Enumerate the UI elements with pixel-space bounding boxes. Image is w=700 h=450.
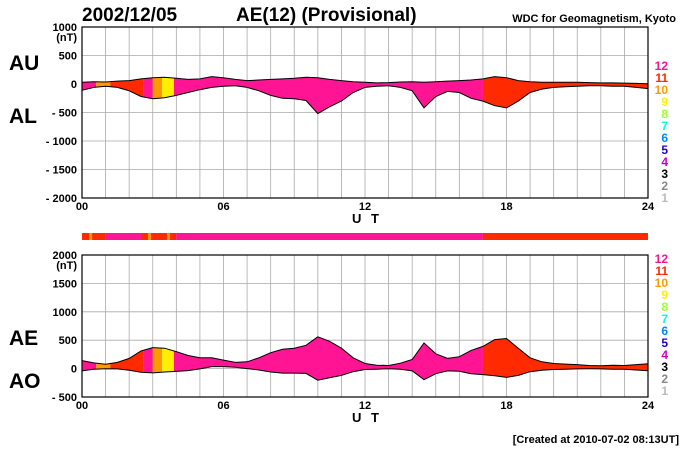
x-tick-label-top: 18 <box>500 201 512 213</box>
au-panel-label: AU <box>9 52 39 75</box>
x-axis-label-top: U T <box>352 211 382 226</box>
fill-segment-bottom <box>482 336 648 381</box>
y-tick-label-bottom: 1500 <box>53 278 77 290</box>
x-tick-label-top: 06 <box>217 201 229 213</box>
fill-segment-top <box>162 76 174 114</box>
fill-segment-bottom <box>96 336 111 381</box>
legend-item-top: 4 <box>661 155 668 169</box>
x-tick-label-bottom: 06 <box>217 400 229 412</box>
legend-item-bottom: 4 <box>661 348 668 362</box>
created-timestamp: [Created at 2010-07-02 08:13UT] <box>513 434 680 446</box>
y-tick-label-bottom: 0 <box>71 364 77 376</box>
au-al-panel: 1000 500 0 - 500 - 1000 - 1500 - 2000 (nT) 00 06 1… <box>46 22 655 226</box>
legend-item-top: 10 <box>655 83 669 97</box>
legend-item-bottom: 12 <box>655 252 669 266</box>
al-panel-label: AL <box>9 105 37 128</box>
legend-item-bottom: 3 <box>661 360 668 374</box>
legend-item-top: 11 <box>655 71 668 85</box>
legend-item-top: 3 <box>661 167 668 181</box>
y-tick-label-top: 1000 <box>53 22 77 34</box>
y-tick-label-top: - 1500 <box>46 165 77 177</box>
y-tick-label-top: - 500 <box>52 108 77 120</box>
station-bar-segment <box>82 233 106 240</box>
station-bar-segment <box>140 233 177 240</box>
series-line-au <box>81 76 649 85</box>
x-tick-label-bottom: 18 <box>500 400 512 412</box>
station-bar-segment <box>105 233 141 240</box>
y-tick-label-bottom: 500 <box>59 335 77 347</box>
date-title: 2002/12/05 <box>82 5 178 26</box>
y-tick-label-bottom: - 500 <box>52 392 77 404</box>
legend-item-bottom: 11 <box>655 264 668 278</box>
x-tick-label-top: 24 <box>642 201 655 213</box>
series-line-al <box>81 85 649 115</box>
fill-segment-bottom <box>162 336 174 381</box>
legend-item-top: 5 <box>661 143 668 157</box>
ae-ao-panel: 2000 1500 1000 500 0 - 500 (nT) 00 06 12 18 24 U T <box>52 250 655 425</box>
station-bar-accent <box>148 233 152 240</box>
legend-item-top: 6 <box>661 131 668 145</box>
y-tick-label-top: - 2000 <box>46 193 77 205</box>
station-bar-accent <box>166 233 170 240</box>
y-unit-label-bottom: (nT) <box>56 260 77 272</box>
legend-item-top: 1 <box>661 191 668 205</box>
legend-item-bottom: 7 <box>661 312 668 326</box>
station-bar-segment <box>176 233 483 240</box>
fill-segment-bottom <box>152 336 163 381</box>
x-tick-label-bottom: 12 <box>359 400 371 412</box>
station-count-bar <box>82 233 648 240</box>
legend-item-bottom: 2 <box>661 372 668 386</box>
organization-label: WDC for Geomagnetism, Kyoto <box>512 13 676 25</box>
index-title: AE(12) (Provisional) <box>236 5 417 26</box>
plot-frame-bottom <box>81 254 649 398</box>
legend-item-top: 7 <box>661 119 668 133</box>
series-line-ae <box>81 336 649 367</box>
y-tick-label-top: - 1000 <box>46 136 77 148</box>
fill-segment-bottom <box>173 336 483 381</box>
x-tick-label-top: 12 <box>359 201 371 213</box>
legend-item-bottom: 10 <box>655 276 669 290</box>
fill-segment-bottom <box>82 336 97 381</box>
ao-panel-label: AO <box>9 370 41 393</box>
fill-segment-top <box>143 76 153 114</box>
fill-segment-bottom <box>110 336 144 381</box>
series-line-ao <box>81 366 649 381</box>
legend-item-top: 9 <box>661 95 668 109</box>
y-tick-label-bottom: 2000 <box>53 250 77 262</box>
x-tick-label-top: 00 <box>76 201 88 213</box>
legend-item-top: 12 <box>655 59 669 73</box>
fill-segment-bottom <box>143 336 153 381</box>
ae-panel-label: AE <box>9 327 38 350</box>
fill-segment-top <box>152 76 163 114</box>
y-tick-label-top: 0 <box>71 79 77 91</box>
legend-item-top: 2 <box>661 179 668 193</box>
legend-item-bottom: 1 <box>661 384 668 398</box>
legend-item-bottom: 6 <box>661 324 668 338</box>
legend-item-top: 8 <box>661 107 668 121</box>
station-bar-segment <box>482 233 648 240</box>
y-unit-label-top: (nT) <box>56 32 77 44</box>
plot-frame-top <box>81 26 649 199</box>
station-bar-accent <box>89 233 93 240</box>
legend-item-bottom: 5 <box>661 336 668 350</box>
legend-item-bottom: 9 <box>661 288 668 302</box>
y-tick-label-bottom: 1000 <box>53 307 77 319</box>
legend-item-bottom: 8 <box>661 300 668 314</box>
x-tick-label-bottom: 00 <box>76 400 88 412</box>
y-tick-label-top: 500 <box>59 51 77 63</box>
x-axis-label-bottom: U T <box>352 410 382 425</box>
x-tick-label-bottom: 24 <box>642 400 655 412</box>
